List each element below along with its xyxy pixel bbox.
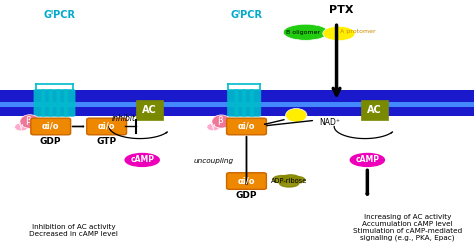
Text: cAMP: cAMP xyxy=(356,155,379,164)
Text: AC: AC xyxy=(367,105,382,115)
Text: αi/o: αi/o xyxy=(98,122,115,131)
Text: AC: AC xyxy=(142,105,157,115)
FancyBboxPatch shape xyxy=(34,89,45,117)
FancyBboxPatch shape xyxy=(227,118,266,135)
Ellipse shape xyxy=(283,24,328,40)
Text: ADP-ribose: ADP-ribose xyxy=(271,178,307,184)
Text: αi/o: αi/o xyxy=(238,122,255,131)
Text: β: β xyxy=(26,116,31,125)
FancyBboxPatch shape xyxy=(42,89,53,117)
Text: NAD⁺: NAD⁺ xyxy=(319,118,340,127)
Text: GTP: GTP xyxy=(97,137,117,146)
Bar xyxy=(0,90,474,102)
Ellipse shape xyxy=(285,109,307,122)
Bar xyxy=(0,107,474,116)
FancyBboxPatch shape xyxy=(235,89,246,117)
FancyBboxPatch shape xyxy=(57,89,67,117)
Text: GDP: GDP xyxy=(236,191,257,200)
Ellipse shape xyxy=(15,123,28,131)
FancyBboxPatch shape xyxy=(361,100,388,121)
Ellipse shape xyxy=(290,177,305,183)
Ellipse shape xyxy=(273,176,291,183)
Ellipse shape xyxy=(323,26,355,41)
Ellipse shape xyxy=(212,115,231,128)
Text: PTX: PTX xyxy=(329,5,354,15)
Text: B oligomer: B oligomer xyxy=(286,30,320,35)
Text: αi/o: αi/o xyxy=(238,177,255,186)
Text: Decreased in cAMP level: Decreased in cAMP level xyxy=(29,231,118,237)
Text: GᴵPCR: GᴵPCR xyxy=(230,10,263,20)
Text: inhibit: inhibit xyxy=(111,114,135,123)
FancyBboxPatch shape xyxy=(227,173,266,189)
Text: Stimulation of cAMP-mediated: Stimulation of cAMP-mediated xyxy=(353,228,462,234)
Text: αi/o: αi/o xyxy=(42,122,59,131)
Ellipse shape xyxy=(207,123,219,131)
Text: Accumulation cAMP level: Accumulation cAMP level xyxy=(362,221,453,227)
Text: Inhibition of AC activity: Inhibition of AC activity xyxy=(32,224,115,230)
Text: uncoupling: uncoupling xyxy=(193,158,233,164)
Ellipse shape xyxy=(125,154,159,166)
Text: GDP: GDP xyxy=(40,137,62,146)
FancyBboxPatch shape xyxy=(87,118,127,135)
Text: GᴵPCR: GᴵPCR xyxy=(43,10,75,20)
FancyBboxPatch shape xyxy=(64,89,75,117)
Ellipse shape xyxy=(280,180,299,187)
Text: γ: γ xyxy=(19,123,24,131)
Ellipse shape xyxy=(282,175,300,182)
Text: cAMP: cAMP xyxy=(130,155,154,164)
Ellipse shape xyxy=(20,115,40,128)
FancyBboxPatch shape xyxy=(49,89,60,117)
Bar xyxy=(0,102,474,107)
Text: β: β xyxy=(217,116,223,125)
Ellipse shape xyxy=(350,154,384,166)
Text: Increasing of AC activity: Increasing of AC activity xyxy=(364,215,451,220)
FancyBboxPatch shape xyxy=(242,89,254,117)
Text: A protomer: A protomer xyxy=(340,29,376,33)
FancyBboxPatch shape xyxy=(136,100,163,121)
Text: signaling (e.g., PKA, Epac): signaling (e.g., PKA, Epac) xyxy=(360,235,455,241)
FancyBboxPatch shape xyxy=(31,118,71,135)
Text: γ: γ xyxy=(211,123,216,131)
FancyBboxPatch shape xyxy=(250,89,261,117)
FancyBboxPatch shape xyxy=(228,89,238,117)
